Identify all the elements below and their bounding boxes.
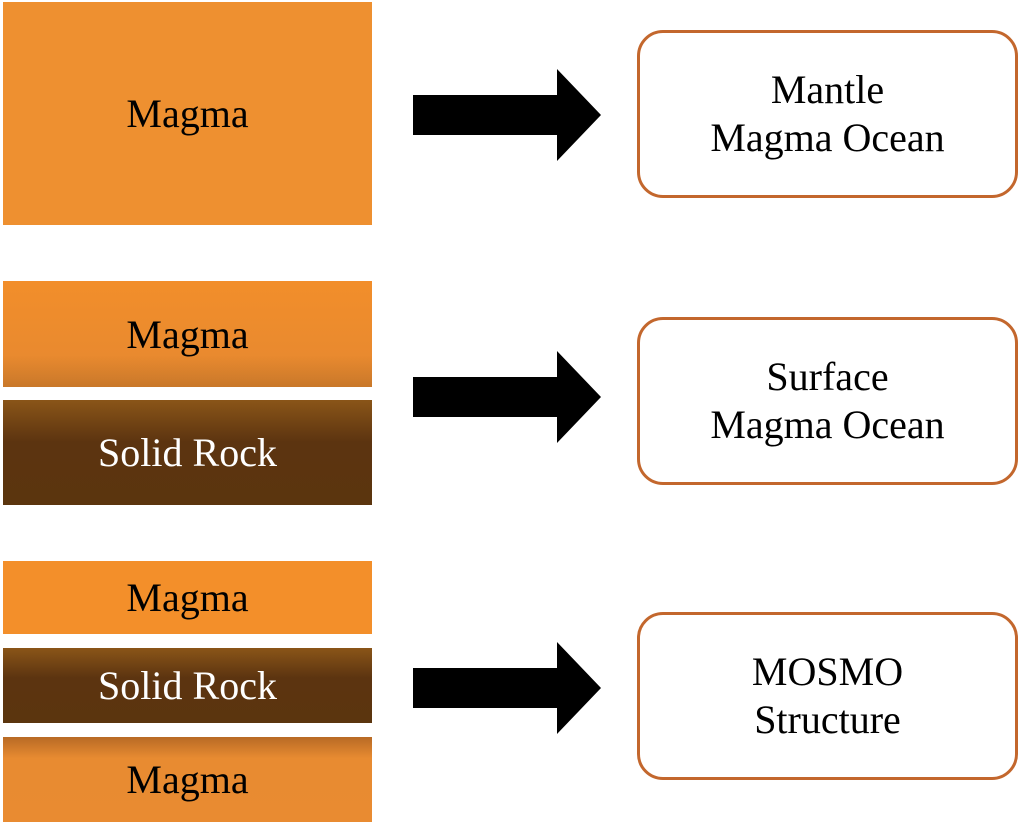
result-line: MOSMO (751, 649, 904, 694)
result-box-mosmo-structure: MOSMO Structure (637, 612, 1018, 780)
arrow-right-icon (413, 642, 601, 734)
arrow-right-icon (413, 351, 601, 443)
magma-layer: Magma (3, 2, 372, 225)
solid-rock-layer: Solid Rock (3, 400, 372, 505)
result-box-surface-magma-ocean: Surface Magma Ocean (637, 317, 1018, 485)
result-line: Surface (766, 354, 889, 399)
magma-layer: Magma (3, 281, 372, 387)
solid-rock-layer: Solid Rock (3, 648, 372, 723)
result-line: Magma Ocean (710, 115, 945, 160)
result-line: Structure (754, 697, 901, 742)
arrow-right-icon (413, 69, 601, 161)
result-line: Mantle (770, 67, 885, 112)
magma-layer-top: Magma (3, 561, 372, 634)
magma-layer-bottom: Magma (3, 737, 372, 822)
result-line: Magma Ocean (710, 402, 945, 447)
result-box-mantle-magma-ocean: Mantle Magma Ocean (637, 30, 1018, 198)
